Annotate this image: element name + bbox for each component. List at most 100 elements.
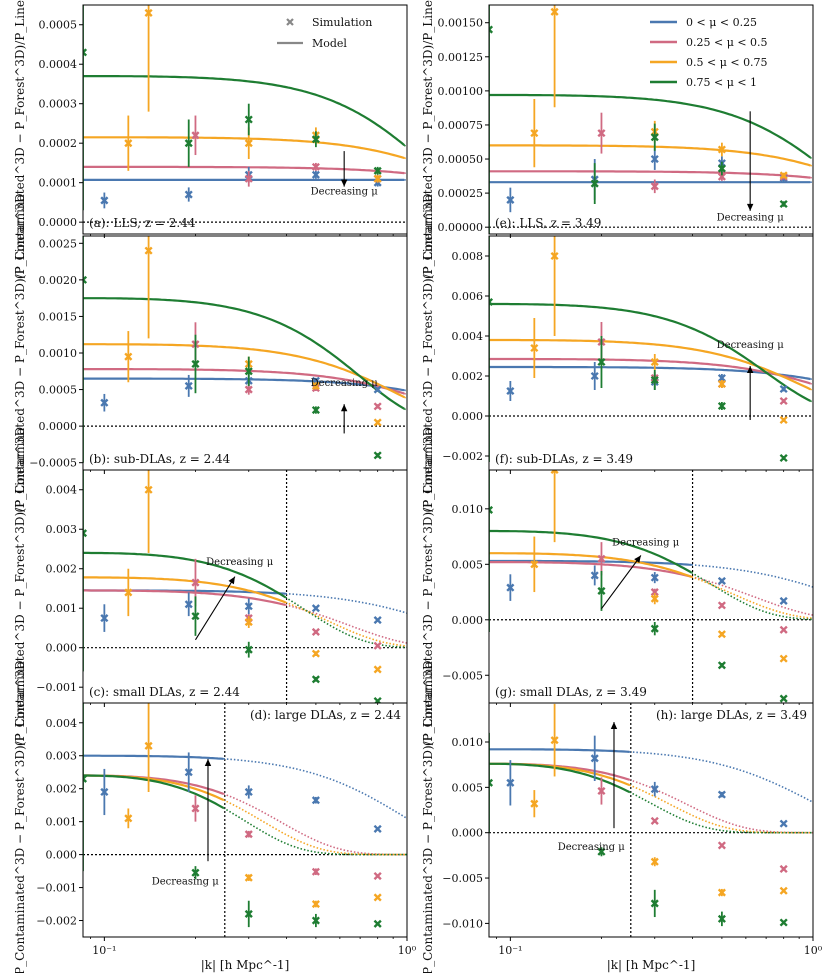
model-curve-0 bbox=[489, 559, 692, 566]
panel-title: (c): small DLAs, z = 2.44 bbox=[89, 685, 240, 699]
legend-mu-label: 0.5 < μ < 0.75 bbox=[686, 56, 768, 69]
sim-point bbox=[311, 899, 320, 909]
model-curve-extrap-2 bbox=[810, 164, 813, 167]
model-curve-3 bbox=[83, 774, 224, 809]
sim-point bbox=[597, 586, 606, 595]
model-curve-2 bbox=[489, 144, 811, 167]
sim-point bbox=[124, 139, 133, 148]
panel-frame bbox=[488, 4, 814, 235]
sim-point bbox=[717, 630, 726, 639]
ytick-label: 0.0015 bbox=[39, 310, 78, 323]
model-curve-extrap-1 bbox=[691, 575, 813, 616]
ytick-label: 0.008 bbox=[452, 250, 484, 263]
sim-point bbox=[650, 594, 659, 603]
panel-a: Decreasing μ 0.0000 0.0001 0.0002 0.0003 0.00… bbox=[13, 0, 408, 279]
ytick-label: 0.00100 bbox=[438, 85, 484, 98]
y-axis-label: (P_Contaminated^3D − P_Forest^3D)/P_Line… bbox=[421, 0, 435, 279]
ytick-label: 0.00050 bbox=[438, 153, 484, 166]
model-curve-2 bbox=[83, 136, 405, 160]
sim-point bbox=[650, 133, 659, 142]
arrow-label: Decreasing μ bbox=[717, 212, 785, 223]
sim-point bbox=[191, 804, 200, 813]
sim-point bbox=[717, 914, 726, 923]
model-curve-0 bbox=[83, 754, 224, 760]
sim-point bbox=[373, 824, 382, 833]
sim-point bbox=[244, 909, 253, 918]
sim-point bbox=[191, 359, 200, 369]
sim-point bbox=[779, 654, 788, 663]
panel-frame bbox=[488, 702, 814, 938]
legend-sim-label: Simulation bbox=[312, 16, 372, 29]
panel-frame bbox=[82, 4, 408, 235]
arrow-head bbox=[340, 179, 348, 187]
plot-area bbox=[83, 5, 407, 223]
ytick-label: 0.0025 bbox=[39, 237, 78, 250]
plot-area bbox=[83, 703, 407, 937]
sim-point bbox=[244, 367, 253, 376]
sim-point bbox=[311, 627, 320, 636]
ytick-label: 0.0000 bbox=[39, 216, 78, 229]
arrow-head bbox=[204, 759, 212, 767]
model-curve-3 bbox=[83, 74, 406, 147]
sim-point bbox=[311, 405, 320, 415]
sim-point bbox=[779, 171, 788, 180]
ytick-label: 0.005 bbox=[452, 781, 484, 794]
sim-point bbox=[650, 154, 659, 164]
ytick-label: 0.00000 bbox=[438, 221, 484, 234]
sim-point bbox=[650, 899, 659, 908]
arrow-label: Decreasing μ bbox=[311, 187, 379, 198]
sim-point bbox=[184, 139, 193, 148]
ytick-label: 0.00025 bbox=[438, 187, 484, 200]
sim-point bbox=[191, 868, 200, 877]
y-axis-label: (P_Contaminated^3D − P_Forest^3D)/P_Line… bbox=[13, 660, 27, 973]
sim-point bbox=[373, 919, 382, 928]
sim-point bbox=[311, 135, 320, 144]
sim-point bbox=[311, 867, 320, 876]
ytick-label: 0.00125 bbox=[438, 51, 484, 64]
sim-point bbox=[311, 162, 320, 171]
sim-point bbox=[184, 381, 193, 390]
sim-point bbox=[506, 195, 515, 204]
panel-e: Decreasing μ 0.00000 0.00025 0.00050 0.00075… bbox=[421, 0, 814, 279]
model-curve-3 bbox=[489, 302, 811, 402]
plot-area bbox=[489, 703, 813, 937]
sim-point bbox=[650, 624, 659, 633]
sim-point bbox=[373, 641, 382, 650]
panel-frame bbox=[82, 702, 408, 938]
ytick-label: 0.0001 bbox=[39, 177, 78, 190]
model-curve-0 bbox=[489, 365, 811, 381]
sim-point bbox=[779, 199, 788, 209]
ytick-label: −0.002 bbox=[442, 450, 483, 463]
sim-point bbox=[373, 402, 382, 411]
sim-point bbox=[717, 888, 726, 897]
model-curve-extrap-2 bbox=[285, 601, 407, 647]
xtick-label: 10⁻¹ bbox=[92, 944, 116, 957]
panel-d: Decreasing μ −0.002 −0.001 0.000 0.001 0.002 0… bbox=[13, 660, 417, 973]
sim-point bbox=[590, 179, 599, 188]
sim-point bbox=[717, 790, 726, 799]
model-curve-2 bbox=[83, 343, 405, 399]
ytick-label: 0.0002 bbox=[39, 137, 78, 150]
arrow-label: Decreasing μ bbox=[558, 842, 626, 853]
sim-point bbox=[530, 343, 539, 353]
panel-frame bbox=[488, 235, 814, 471]
sim-point bbox=[83, 529, 88, 538]
ytick-label: 0.0010 bbox=[39, 347, 78, 360]
ytick-label: −0.0005 bbox=[29, 457, 77, 470]
model-curve-extrap-0 bbox=[691, 564, 813, 588]
sim-point bbox=[779, 415, 788, 425]
sim-point bbox=[590, 571, 599, 580]
model-curve-extrap-2 bbox=[691, 576, 813, 619]
model-curve-2 bbox=[489, 552, 692, 578]
panel-g: Decreasing μ −0.005 0.000 0.005 0.010 (g): sm… bbox=[421, 427, 814, 746]
sim-point bbox=[489, 505, 494, 514]
sim-point bbox=[597, 847, 606, 856]
ytick-label: 0.003 bbox=[46, 523, 78, 536]
model-curve-extrap-2 bbox=[404, 157, 407, 160]
sim-point bbox=[83, 48, 88, 57]
arrow-label: Decreasing μ bbox=[152, 876, 220, 887]
ytick-label: 0.006 bbox=[452, 290, 484, 303]
ytick-label: −0.002 bbox=[36, 915, 77, 928]
sim-point bbox=[244, 115, 253, 124]
sim-point bbox=[373, 696, 382, 703]
